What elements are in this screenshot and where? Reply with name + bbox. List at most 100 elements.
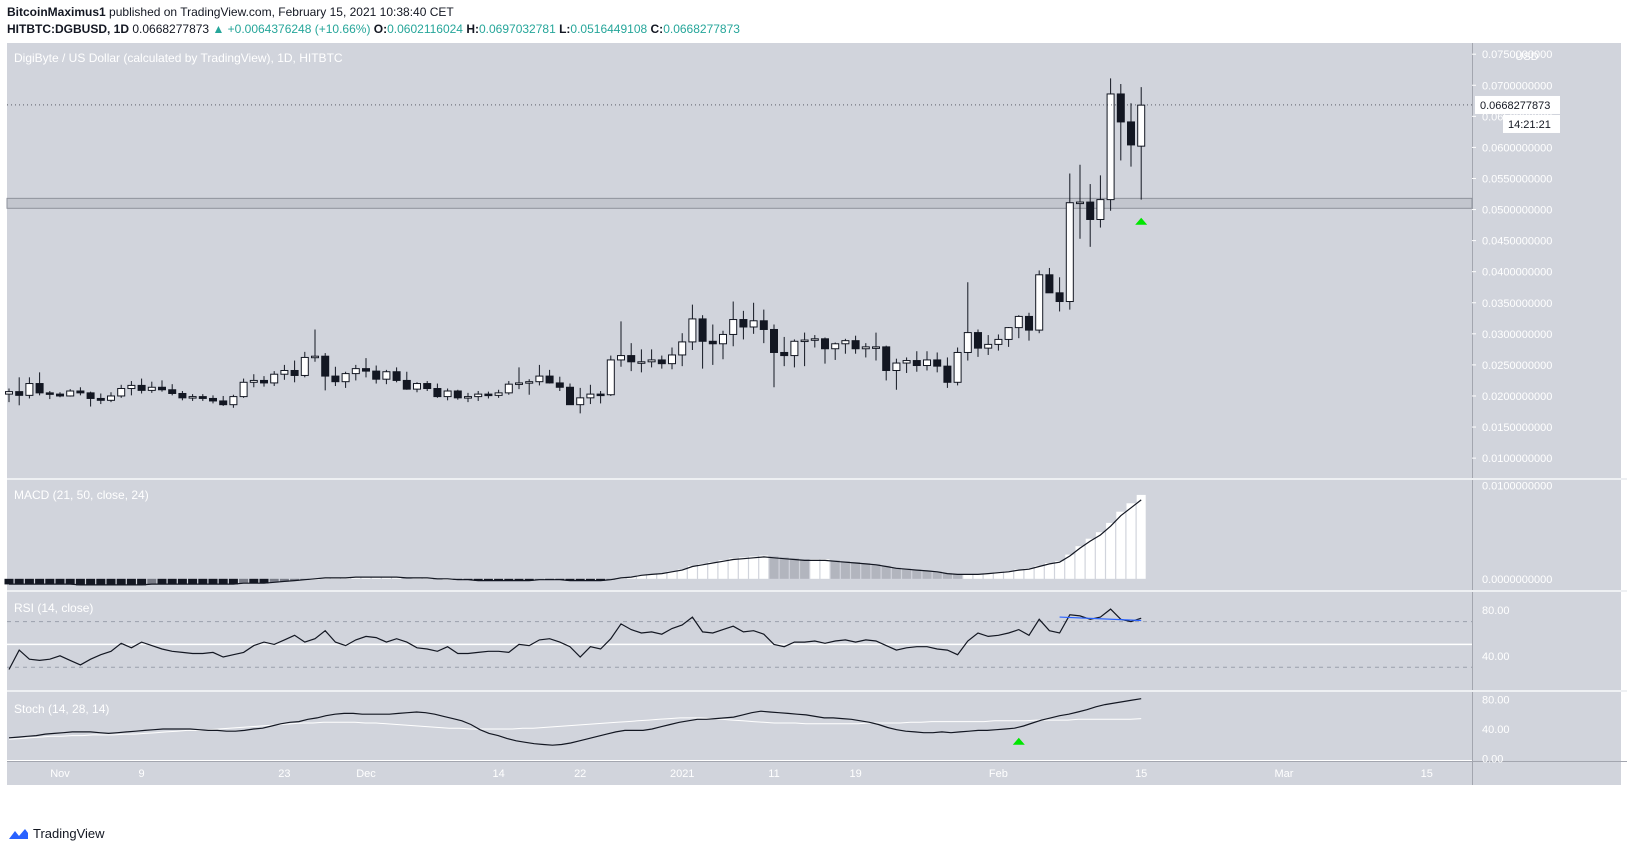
macd-histogram-bar <box>167 578 177 585</box>
price-tick-label: 0.0150000000 <box>1482 422 1552 434</box>
candle-body <box>841 340 850 345</box>
low-label: L: <box>559 22 571 36</box>
candle-body <box>474 393 483 398</box>
macd-histogram-bar <box>147 578 157 585</box>
candle-body <box>35 383 44 394</box>
candle-body <box>1086 201 1095 220</box>
tradingview-brand: TradingView <box>33 826 105 841</box>
time-tick-label: Dec <box>356 768 376 780</box>
macd-histogram-bar <box>249 578 259 584</box>
macd-histogram-bar <box>1034 565 1044 579</box>
symbol-label: HITBTC:DGBUSD, 1D <box>7 22 129 36</box>
macd-histogram-bar <box>1055 561 1065 579</box>
rsi-title: RSI (14, close) <box>14 601 93 615</box>
low-value: 0.0516449108 <box>570 22 648 36</box>
macd-histogram-bar <box>871 563 881 579</box>
candle-body <box>362 368 370 372</box>
candle-body <box>596 393 605 397</box>
candle-body <box>790 340 799 357</box>
candle-body <box>331 375 340 383</box>
candle-body <box>566 386 574 406</box>
macd-histogram-bar <box>963 574 973 579</box>
time-tick-label: Feb <box>989 768 1008 780</box>
stoch-tick-label: 0.00 <box>1482 754 1503 766</box>
macd-histogram-bar <box>116 578 126 586</box>
chart-title: DigiByte / US Dollar (calculated by Trad… <box>14 51 343 65</box>
rsi-divergence-line <box>1059 616 1142 622</box>
candle-body <box>300 356 309 376</box>
macd-histogram-bar <box>14 578 24 585</box>
macd-histogram-bar <box>514 578 524 581</box>
price-axis-bg <box>1473 43 1621 785</box>
candle-body <box>943 365 952 383</box>
macd-histogram-bar <box>626 576 636 579</box>
macd-histogram-bar <box>96 578 106 586</box>
macd-histogram-bar <box>830 560 840 579</box>
macd-histogram-bar <box>779 557 789 579</box>
candle-body <box>423 383 432 390</box>
open-label: O: <box>373 22 388 36</box>
candle-body <box>770 328 778 353</box>
candle-body <box>321 355 330 377</box>
candle-body <box>311 355 319 359</box>
macd-histogram-bar <box>840 561 850 579</box>
candle-body <box>1004 327 1013 340</box>
candle-body <box>198 396 207 399</box>
author-name[interactable]: BitcoinMaximus1 <box>7 5 106 19</box>
candle-body <box>504 383 513 394</box>
candle-body <box>606 359 615 396</box>
macd-histogram-bar <box>86 578 96 586</box>
candle-body <box>627 355 636 363</box>
macd-histogram-bar <box>881 565 891 579</box>
macd-histogram-bar <box>208 578 218 585</box>
candle-body <box>892 362 901 371</box>
macd-histogram-bar <box>1065 554 1075 579</box>
macd-histogram-bar <box>392 576 402 579</box>
macd-histogram-bar <box>1126 503 1136 579</box>
macd-tick-label: 0.0000000000 <box>1482 574 1552 586</box>
candle-body <box>810 338 819 341</box>
price-tick-label: 0.0200000000 <box>1482 391 1552 403</box>
price-tick-label: 0.0700000000 <box>1482 80 1552 92</box>
time-tick-label: 9 <box>139 768 145 780</box>
macd-histogram-bar <box>861 562 871 579</box>
macd-histogram-bar <box>983 573 993 579</box>
candle-body <box>270 373 279 384</box>
close-value: 0.0668277873 <box>663 22 740 36</box>
macd-histogram-bar <box>718 560 728 579</box>
candle-body <box>1106 93 1115 201</box>
candle-body <box>821 338 829 350</box>
candle-body <box>617 355 625 361</box>
macd-histogram-bar <box>1075 546 1085 579</box>
macd-histogram-bar <box>1095 532 1105 579</box>
countdown-label: 14:21:21 <box>1508 119 1551 131</box>
macd-histogram-bar <box>820 559 830 579</box>
macd-histogram-bar <box>55 578 65 585</box>
candle-body <box>117 388 126 397</box>
candle-body <box>341 373 350 383</box>
candle-body <box>647 359 656 363</box>
candle-body <box>96 397 105 401</box>
macd-histogram-bar <box>483 578 493 581</box>
price-tick-label: 0.0250000000 <box>1482 360 1552 372</box>
tradingview-logo[interactable]: TradingView <box>7 826 105 841</box>
rsi-tick-label: 80.00 <box>1482 605 1510 617</box>
candle-body <box>433 388 442 398</box>
macd-histogram-bar <box>259 578 269 584</box>
macd-histogram-bar <box>698 563 708 579</box>
macd-histogram-bar <box>687 565 697 579</box>
macd-histogram-bar <box>4 578 14 585</box>
candle-body <box>984 343 993 349</box>
macd-histogram-bar <box>932 571 942 579</box>
high-value: 0.0697032781 <box>479 22 556 36</box>
candle-body <box>861 346 870 350</box>
high-label: H: <box>466 22 479 36</box>
macd-histogram-bar <box>361 576 371 579</box>
candle-body <box>1035 274 1044 331</box>
candle-body <box>484 393 493 397</box>
macd-histogram-bar <box>596 578 606 581</box>
time-tick-label: 19 <box>849 768 861 780</box>
rsi-tick-label: 40.00 <box>1482 651 1510 663</box>
candle-body <box>657 359 666 365</box>
